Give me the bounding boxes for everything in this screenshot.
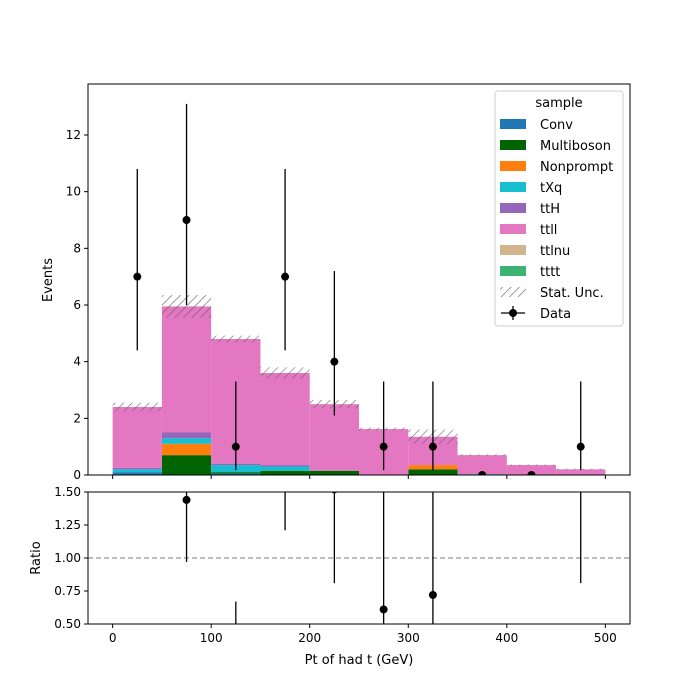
main-axes: 0 2 4 6 8 10 12 Events [41,83,631,482]
bar-conv-bin-2 [211,473,261,475]
bar-ttll-bin-0 [112,407,162,468]
bar-nonprompt-bin-1 [161,443,212,456]
bar-txq-bin-3 [260,466,310,471]
bar-ttll-bin-3 [260,373,310,466]
main-y-tick-label-1: 2 [73,411,81,425]
data-point-1 [182,216,191,224]
legend-label-txq: tXq [540,181,562,196]
main-y-tick-label-2: 4 [73,355,81,369]
bar-multiboson-bin-6 [408,469,458,475]
stat-unc-bin-7 [457,454,507,457]
stat-unc-bin-1 [161,295,212,318]
main-y-label: Events [41,258,56,302]
legend-label-nonprompt: Nonprompt [540,160,613,175]
ratio-y-tick-label-3: 1.25 [54,518,81,532]
x-tick-label-3: 300 [397,631,420,645]
main-y-tick-label-0: 0 [73,468,81,482]
x-tick-label-5: 500 [594,631,617,645]
legend-swatch-data [509,309,517,317]
bar-ttll-bin-8 [506,465,557,475]
stat-unc-bin-8 [506,464,557,466]
legend-title: sample [535,96,582,111]
ratio-point-5 [428,590,437,599]
x-tick-label-2: 200 [298,631,321,645]
main-y-tick-label-3: 6 [73,298,81,312]
bar-ttll-bin-7 [457,455,507,475]
main-y-ticks: 0 2 4 6 8 10 12 [66,128,88,482]
data-point-9 [576,442,585,451]
ratio-y-label: Ratio [29,541,44,574]
data-point-5 [379,442,388,451]
ratio-y-tick-label-2: 1.00 [54,551,81,565]
legend-label-multiboson: Multiboson [540,139,611,154]
ratio-x-ticks: 0 100 200 300 400 500 [109,624,617,645]
ratio-y-tick-label-1: 0.75 [54,584,81,598]
x-tick-label-4: 400 [495,631,518,645]
legend-label-stat-unc-: Stat. Unc. [540,286,604,301]
x-tick-label-0: 0 [109,631,117,645]
ratio-axes: 0.50 0.75 1.00 1.25 1.50 0 100 200 300 400 500 Ra… [29,485,631,668]
ratio-y-ticks: 0.50 0.75 1.00 1.25 1.50 [54,485,88,631]
main-frame [87,83,631,476]
data-point-2 [231,442,240,451]
data-point-6 [428,442,437,451]
bar-ttll-bin-9 [556,469,606,475]
bar-tth-bin-3 [260,465,310,467]
legend-label-ttll: ttll [540,223,557,238]
bar-multiboson-bin-2 [211,472,261,474]
bar-multiboson-bin-4 [309,470,359,475]
ratio-point-1 [232,646,240,654]
data-point-4 [330,357,339,366]
data-point-3 [281,272,290,281]
legend-swatch-tttt [500,266,526,276]
legend-label-data: Data [540,307,571,322]
legend-label-ttlnu: ttlnu [540,244,570,259]
legend-swatch-txq [500,182,526,192]
legend: sample Conv Multiboson Nonprompt tXq ttH ttll… [494,90,624,327]
stat-unc-bin-0 [112,402,162,412]
legend-label-tttt: tttt [540,265,560,280]
ratio-point-0 [182,495,191,504]
legend-swatch-ttll [500,224,526,234]
legend-swatch-tth [500,203,526,213]
legend-swatch-multiboson [500,140,526,150]
main-plot-area [112,103,606,475]
bar-tth-bin-0 [112,467,162,470]
ratio-y-tick-label-4: 1.50 [54,485,81,499]
bar-multiboson-bin-1 [161,455,212,475]
data-point-0 [133,272,142,281]
legend-swatch-nonprompt [500,161,526,171]
data-point-8 [527,471,536,475]
legend-swatch-conv [500,119,526,129]
data-point-7 [478,471,487,475]
ratio-point-4 [379,605,388,614]
main-y-tick-label-5: 10 [66,185,81,199]
main-x-ticks [112,475,606,479]
stat-unc-bin-3 [260,367,310,379]
stat-unc-bin-2 [211,335,261,343]
bar-ttll-bin-1 [161,306,212,433]
legend-label-tth: ttH [540,202,560,217]
bar-txq-bin-0 [112,469,162,473]
main-y-tick-label-4: 8 [73,241,81,255]
legend-swatch-ttlnu [500,245,526,255]
legend-frame [494,90,624,327]
x-tick-label-1: 100 [200,631,223,645]
legend-swatch-stat-unc [500,287,526,297]
main-y-tick-label-6: 12 [66,128,81,142]
bar-multiboson-bin-3 [260,470,310,475]
x-axis-label: Pt of had t (GeV) [305,653,414,668]
bar-conv-bin-0 [112,472,162,475]
ratio-y-tick-label-0: 0.50 [54,617,81,631]
legend-label-conv: Conv [540,118,573,133]
bar-txq-bin-1 [161,438,212,444]
bar-tth-bin-1 [161,432,212,439]
ratio-plot-area [88,492,630,654]
